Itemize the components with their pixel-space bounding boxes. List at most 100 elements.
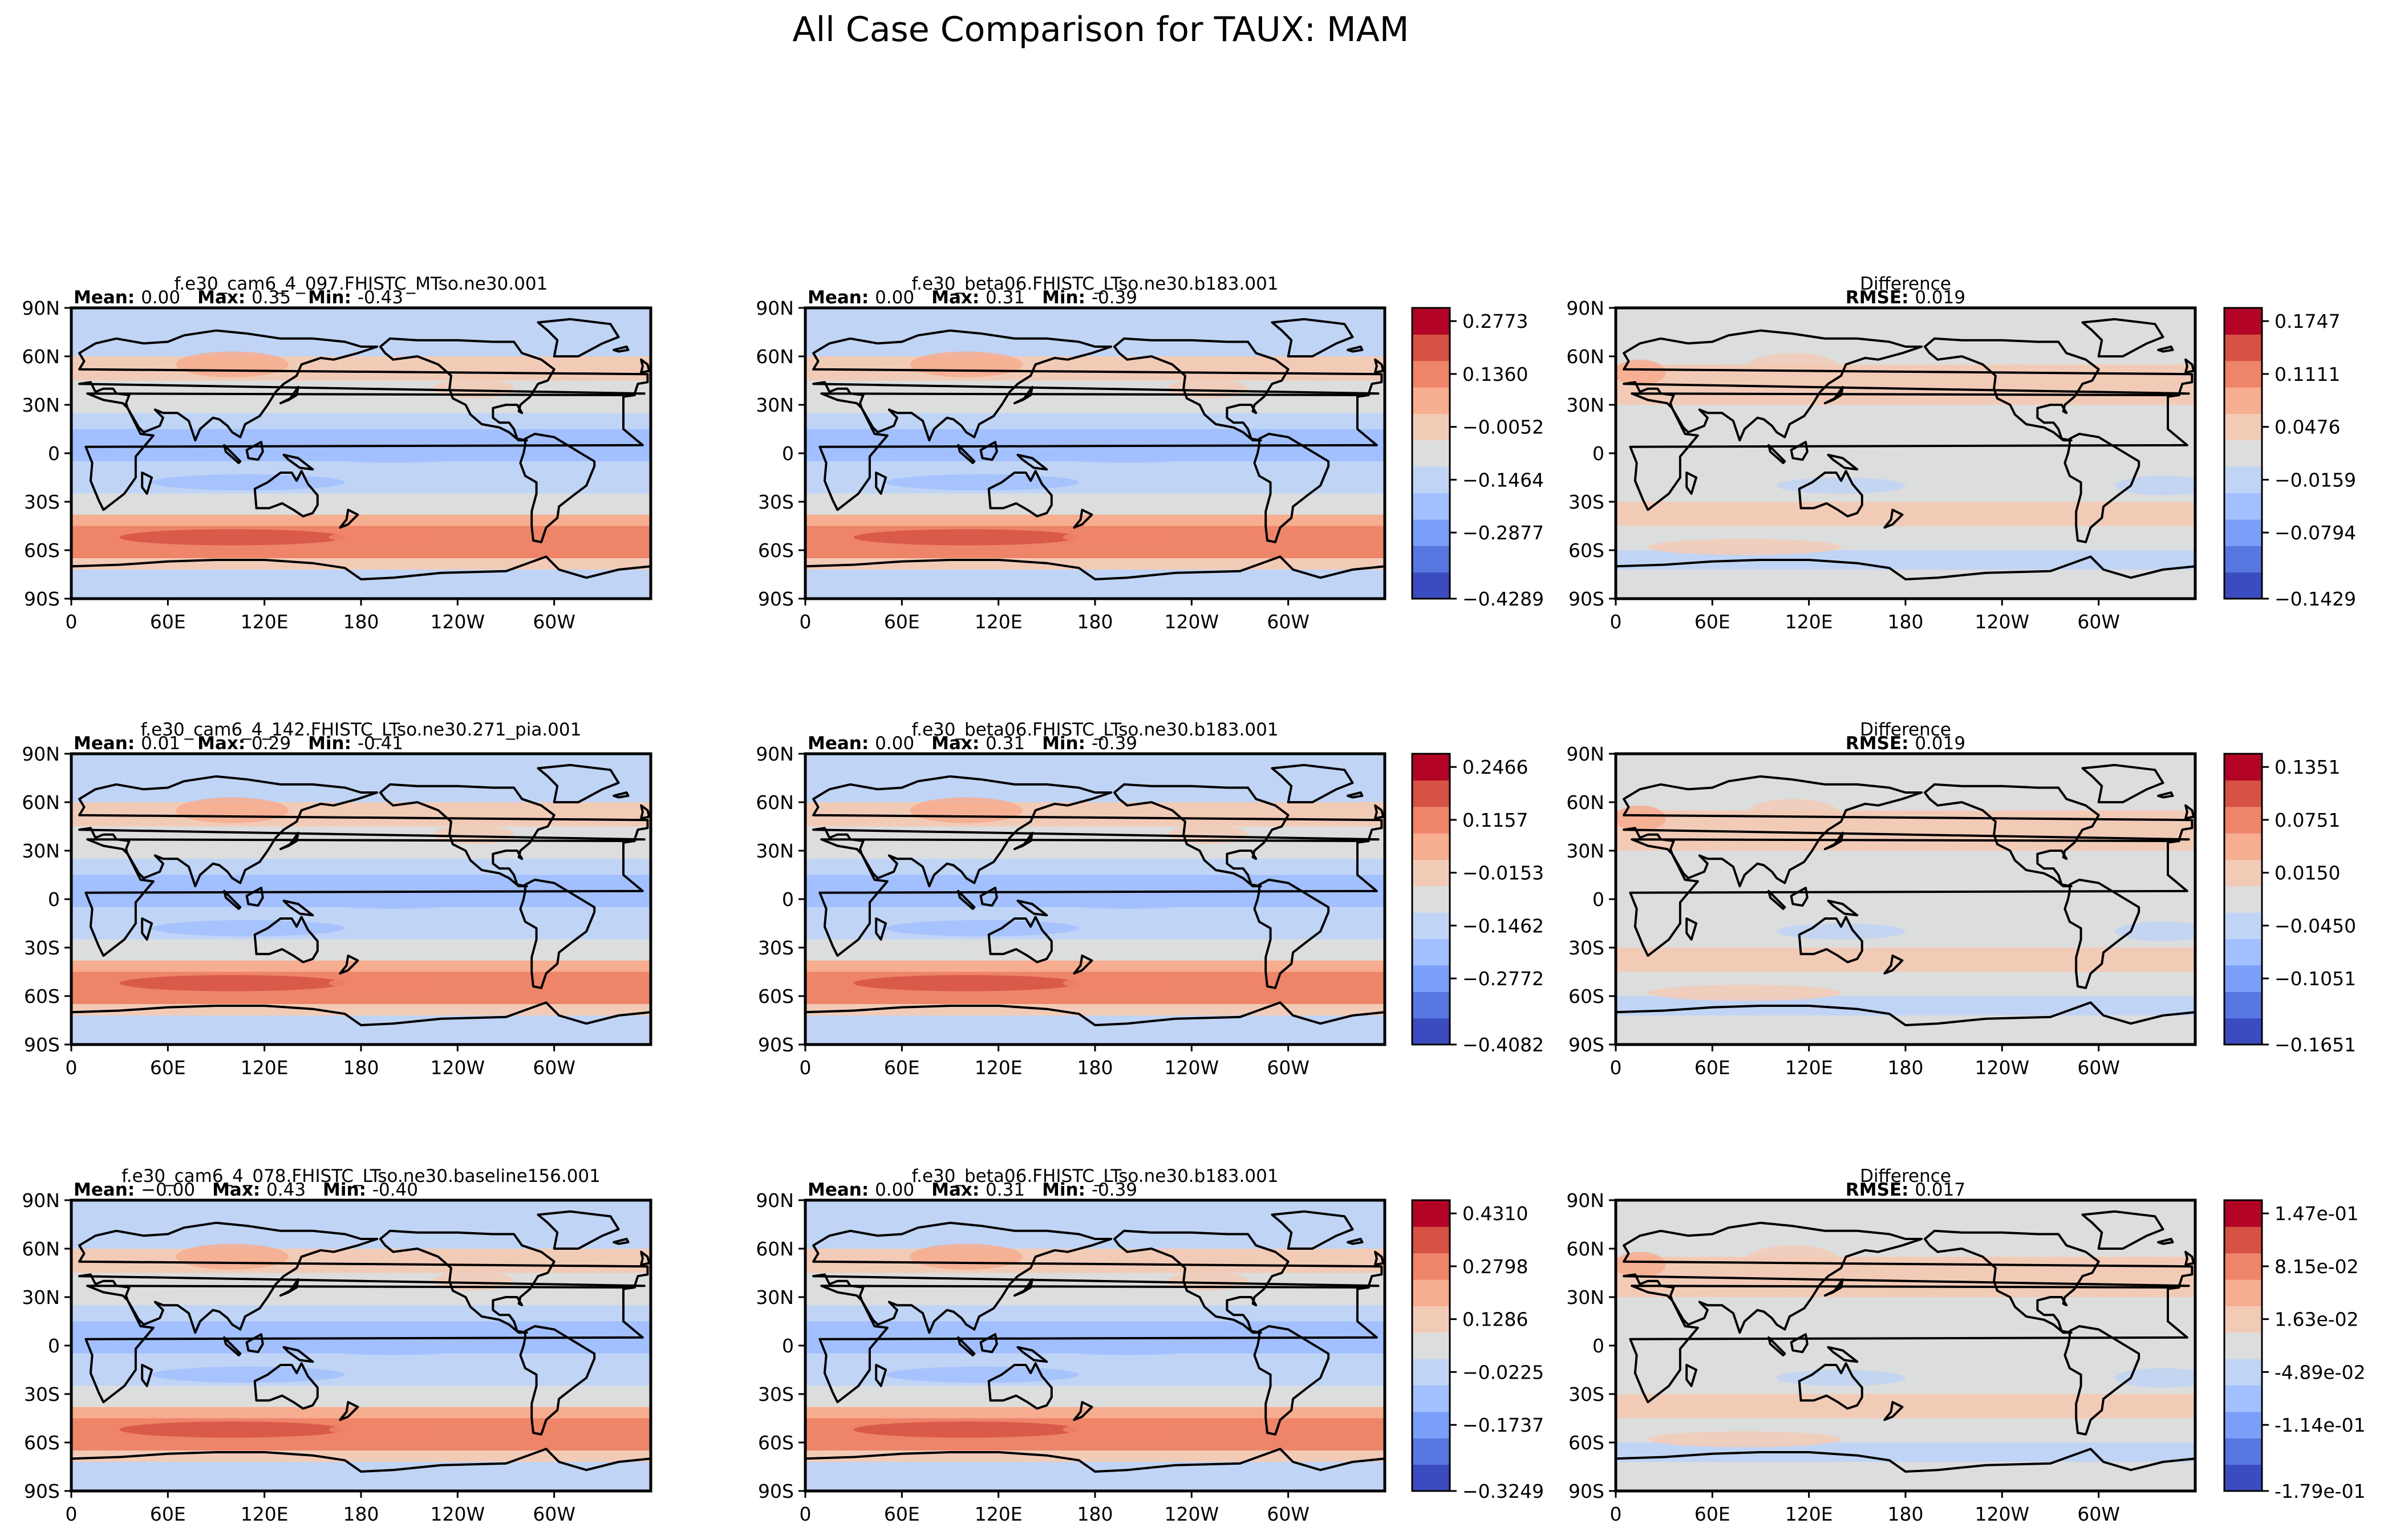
- coastline: [141, 1364, 153, 1387]
- coastline: [537, 1210, 620, 1250]
- colorbar-frame: [1411, 753, 1451, 1046]
- y-tick-label: 60S: [24, 1432, 60, 1454]
- field-feature: [1616, 805, 1666, 831]
- summary-stats: Mean: 0.00 Max: 0.31 Min: -0.39: [808, 1180, 1137, 1200]
- map-panel-row1-ref: 0 60E 120E 180 120W 60W 90N 60N 30N 0 30S 60S 90S f.e…: [756, 274, 1386, 633]
- field-band: [805, 1462, 1385, 1491]
- field-feature: [1777, 477, 1905, 494]
- coastline: [1790, 441, 1809, 461]
- field-feature: [2114, 921, 2195, 941]
- colorbar-segment: [1412, 885, 1450, 913]
- colorbar-segment: [2224, 1411, 2262, 1439]
- x-tick-label: 120W: [1975, 1503, 2030, 1525]
- stat-value: 0.00: [875, 733, 914, 754]
- y-tick-label: 30S: [758, 937, 794, 959]
- y-tick-label: 30S: [1568, 491, 1604, 513]
- coastline: [2081, 1210, 2164, 1250]
- colorbar-frame: [2223, 1199, 2263, 1492]
- field-band: [805, 570, 1385, 599]
- colorbar-segment: [1412, 546, 1450, 573]
- x-tick-label: 120E: [1785, 611, 1833, 633]
- y-tick-label: 30N: [22, 394, 60, 416]
- coastline: [379, 783, 556, 888]
- coastline: [1883, 1401, 1904, 1421]
- field-band: [1616, 1394, 2195, 1419]
- field-band: [71, 1407, 651, 1419]
- y-tick-label: 30N: [1566, 1286, 1604, 1309]
- panel-title: f.e30_cam6_4_142.FHISTC_LTso.ne30.271_pi…: [141, 720, 582, 740]
- field-band: [71, 570, 651, 599]
- stat-value: -0.39: [1092, 733, 1137, 754]
- coastline: [1113, 1229, 1290, 1334]
- field-band: [805, 1004, 1385, 1015]
- field-feature: [1616, 359, 1666, 385]
- colorbar-segment: [1412, 1359, 1450, 1386]
- stat-value: 0.00: [875, 287, 914, 308]
- field-feature: [176, 351, 289, 377]
- coastline: [1073, 1401, 1093, 1421]
- field-band: [805, 461, 1385, 494]
- coastline: [84, 392, 644, 511]
- field-band: [71, 1385, 651, 1407]
- colorbar: 0.1351 0.0751 0.0150 −0.0450 −0.1051 −0.1651: [2223, 753, 2356, 1056]
- colorbar: 0.2466 0.1157 −0.0153 −0.1462 −0.2772 −0.4082: [1411, 753, 1544, 1056]
- y-tick-label: 90S: [758, 1480, 794, 1502]
- y-tick-label: 60N: [22, 791, 60, 814]
- coastline: [1767, 1336, 1786, 1356]
- stat-label: Min:: [1042, 733, 1092, 754]
- y-tick-label: 0: [48, 442, 60, 465]
- y-tick-label: 60N: [756, 1238, 794, 1260]
- colorbar-segment: [1412, 912, 1450, 940]
- field-band: [805, 1385, 1385, 1407]
- x-tick-label: 180: [1888, 611, 1924, 633]
- field-feature: [910, 1244, 1023, 1270]
- field-feature: [1039, 889, 1216, 909]
- colorbar-tick-label: −0.1464: [1462, 469, 1544, 491]
- panel-title: f.e30_beta06.FHISTC_LTso.ne30.b183.001: [911, 720, 1278, 740]
- field-band: [805, 356, 1385, 381]
- field-band: [805, 939, 1385, 961]
- stat-label: Mean:: [74, 287, 141, 308]
- y-tick-label: 0: [1592, 888, 1604, 911]
- field-feature: [305, 1336, 482, 1355]
- coastline: [957, 889, 976, 910]
- x-tick-label: 60E: [150, 611, 186, 633]
- coastline: [519, 1325, 596, 1436]
- colorbar-segment: [2224, 965, 2262, 992]
- y-tick-label: 60S: [758, 539, 794, 562]
- coastline: [71, 1448, 651, 1491]
- coastline: [1790, 887, 1809, 907]
- colorbar-segment: [1412, 466, 1450, 494]
- colorbar-tick-label: −0.0794: [2275, 522, 2356, 544]
- x-tick-label: 180: [343, 611, 379, 633]
- x-tick-label: 120E: [241, 611, 289, 633]
- field-feature: [910, 797, 1023, 823]
- colorbar-tick-label: -4.89e-02: [2275, 1361, 2366, 1383]
- y-tick-label: 60N: [1566, 1238, 1604, 1260]
- coastline: [1253, 1325, 1330, 1436]
- colorbar-segment: [1412, 308, 1450, 335]
- field-feature: [119, 1421, 345, 1438]
- field-feature: [2114, 476, 2195, 495]
- coastline: [282, 1346, 314, 1363]
- x-tick-label: 120E: [975, 1057, 1023, 1079]
- field-band: [805, 1200, 1385, 1249]
- coastline: [1827, 899, 1859, 917]
- coastline: [245, 887, 264, 907]
- field-feature: [910, 351, 1023, 377]
- x-tick-label: 180: [1077, 1057, 1113, 1079]
- x-tick-label: 60W: [1267, 611, 1309, 633]
- coastline: [1271, 763, 1354, 803]
- coastline: [78, 329, 649, 442]
- colorbar-segment: [2224, 1018, 2262, 1045]
- field-feature: [1039, 444, 1216, 463]
- coastline: [339, 509, 359, 529]
- colorbar-segment: [1412, 806, 1450, 834]
- field-band: [1616, 1015, 2195, 1045]
- coastline: [1016, 899, 1048, 917]
- colorbar-segment: [1412, 493, 1450, 520]
- field-feature: [329, 531, 425, 544]
- field-feature: [305, 444, 482, 463]
- field-feature: [1648, 1431, 1842, 1448]
- rmse-stat: RMSE: 0.019: [1846, 733, 1965, 754]
